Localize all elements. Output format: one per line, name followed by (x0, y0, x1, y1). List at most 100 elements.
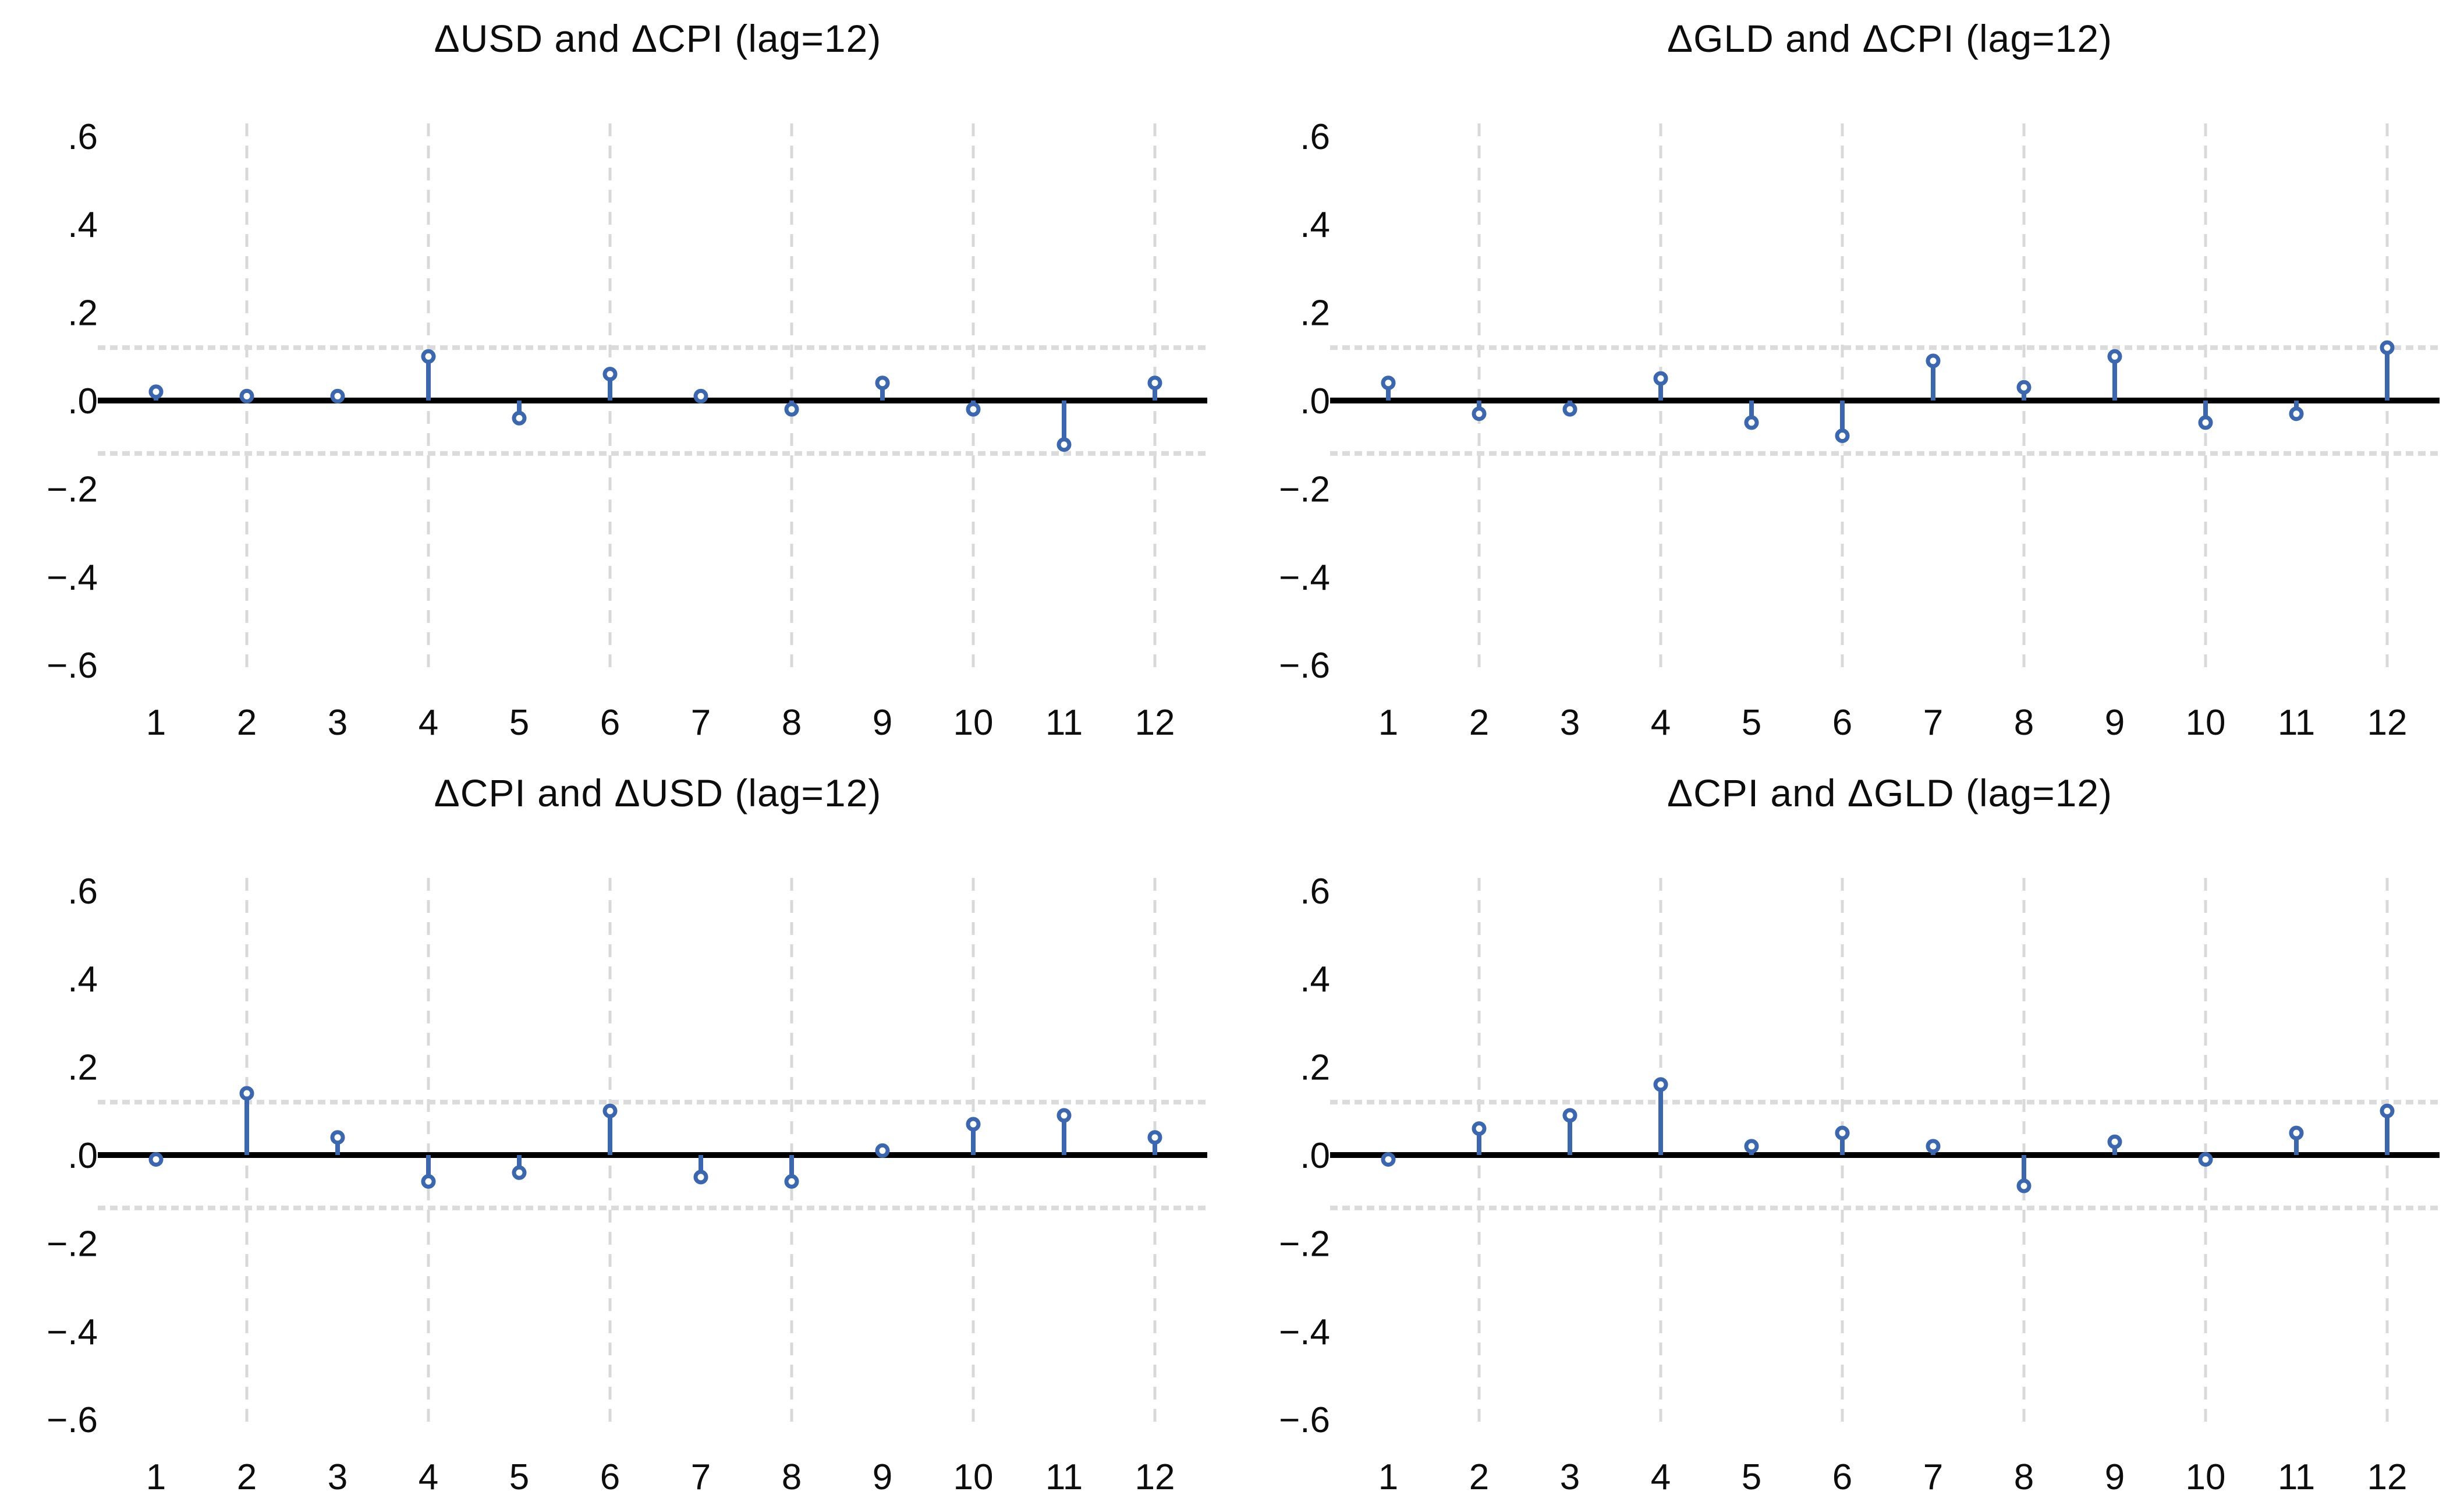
data-point-circle (1381, 376, 1395, 391)
data-point-circle (421, 349, 436, 364)
x-tick-label: 2 (1469, 1457, 1488, 1497)
x-tick-label: 10 (953, 1457, 994, 1497)
y-tick-label: .6 (1300, 872, 1330, 912)
data-point-circle (2016, 1178, 2031, 1193)
x-tick-label: 10 (2185, 703, 2225, 743)
data-point-circle (784, 402, 799, 417)
y-tick-label: −.2 (1279, 469, 1330, 509)
x-tick-label: 3 (328, 1457, 348, 1497)
y-tick-label: .4 (1300, 959, 1330, 1000)
x-tick-label: 7 (691, 703, 711, 743)
data-point-circle (1744, 415, 1759, 430)
x-tick-label: 4 (1650, 703, 1670, 743)
x-tick-label: 10 (2185, 1457, 2225, 1497)
x-tick-label: 1 (1378, 1457, 1398, 1497)
x-tick-label: 3 (1559, 1457, 1579, 1497)
chart-title: ΔCPI and ΔUSD (lag=12) (434, 771, 882, 814)
chart-title: ΔUSD and ΔCPI (lag=12) (434, 17, 882, 60)
x-tick-label: 9 (873, 703, 892, 743)
y-tick-label: −.2 (47, 469, 98, 509)
x-tick-label: 5 (1741, 703, 1761, 743)
y-tick-label: .0 (68, 1136, 98, 1176)
y-tick-label: .6 (68, 117, 98, 157)
data-point-circle (602, 367, 618, 382)
x-tick-label: 5 (1741, 1457, 1761, 1497)
data-point-circle (2289, 1125, 2303, 1140)
x-tick-label: 11 (2277, 1457, 2314, 1497)
y-tick-label: .2 (68, 1048, 98, 1088)
y-tick-label: .0 (68, 381, 98, 421)
y-tick-label: −.4 (1279, 1312, 1330, 1352)
data-point-circle (2016, 380, 2031, 395)
dusd-dcpi-plot: .6.4.2.0−.2−.4−.61 2 3 4 5 6 7 8 9 10 11 12 (47, 117, 1207, 743)
y-tick-label: −.2 (1279, 1224, 1330, 1264)
y-tick-label: −.6 (1279, 646, 1330, 686)
data-point-circle (2198, 415, 2213, 430)
data-point-circle (784, 1174, 799, 1189)
data-point-circle (239, 388, 254, 403)
data-point-circle (1653, 1077, 1668, 1092)
data-point-circle (1381, 1152, 1395, 1167)
data-point-circle (2380, 1103, 2394, 1118)
data-point-circle (148, 384, 164, 399)
chart-title: ΔGLD and ΔCPI (lag=12) (1667, 17, 2112, 60)
data-point-circle (966, 1117, 981, 1132)
x-tick-label: 12 (2367, 703, 2407, 743)
y-tick-label: −.4 (47, 1312, 98, 1352)
x-tick-label: 3 (328, 703, 348, 743)
data-point-circle (148, 1152, 164, 1167)
data-point-circle (875, 1143, 890, 1158)
data-point-circle (875, 376, 890, 391)
x-tick-label: 6 (600, 703, 620, 743)
x-tick-label: 4 (419, 1457, 438, 1497)
data-point-circle (1562, 1108, 1577, 1123)
x-tick-label: 12 (2367, 1457, 2407, 1497)
data-point-circle (1835, 428, 1849, 444)
dcpi-dusd-plot: .6.4.2.0−.2−.4−.61 2 3 4 5 6 7 8 9 10 11 12 (47, 872, 1207, 1497)
x-tick-label: 7 (1923, 703, 1942, 743)
chart-dcpi-dgld: ΔCPI and ΔGLD (lag=12) .6 .4 .2 .0 −.2 −.4 −.6… (1232, 754, 2464, 1509)
y-tick-label: .6 (1300, 117, 1330, 157)
data-point-circle (512, 1165, 527, 1180)
x-tick-label: 5 (509, 1457, 529, 1497)
data-point-circle (1056, 1108, 1072, 1123)
x-tick-label: 8 (782, 703, 802, 743)
x-tick-label: 4 (1650, 1457, 1670, 1497)
y-tick-label: −.4 (1279, 558, 1330, 598)
x-tick-label: 5 (509, 703, 529, 743)
y-tick-label: .2 (1300, 1048, 1330, 1088)
x-tick-label: 9 (2104, 703, 2124, 743)
y-tick-label: .2 (1300, 293, 1330, 334)
chart-title: ΔCPI and ΔGLD (lag=12) (1667, 771, 2112, 814)
data-point-circle (1562, 402, 1577, 417)
y-tick-label: .2 (68, 293, 98, 334)
data-point-circle (1472, 406, 1486, 421)
y-tick-label: .4 (68, 205, 98, 245)
x-tick-label: 12 (1135, 1457, 1175, 1497)
data-point-circle (2289, 406, 2303, 421)
y-tick-label: −.4 (47, 558, 98, 598)
data-point-circle (2198, 1152, 2213, 1167)
y-tick-label: −.2 (47, 1224, 98, 1264)
chart-dcpi-dusd: ΔCPI and ΔUSD (lag=12) .6 .4 .2 .0 −.2 −.4 −.6… (0, 754, 1232, 1509)
data-point-circle (1926, 1139, 1940, 1154)
y-tick-label: .0 (1300, 381, 1330, 421)
x-tick-label: 9 (873, 1457, 892, 1497)
y-tick-label: −.6 (1279, 1400, 1330, 1440)
y-tick-label: −.6 (47, 1400, 98, 1440)
data-point-circle (512, 410, 527, 426)
y-tick-label: .4 (1300, 205, 1330, 245)
data-point-circle (1147, 376, 1162, 391)
data-point-circle (1653, 371, 1668, 386)
x-tick-label: 1 (146, 703, 166, 743)
data-point-circle (2107, 1134, 2122, 1149)
data-point-circle (1926, 353, 1940, 369)
x-tick-label: 11 (1045, 703, 1083, 743)
x-tick-label: 7 (691, 1457, 711, 1497)
x-tick-label: 10 (953, 703, 994, 743)
dcpi-dgld-plot: .6.4.2.0−.2−.4−.61 2 3 4 5 6 7 8 9 10 11 12 (1279, 872, 2440, 1497)
x-tick-label: 9 (2104, 1457, 2124, 1497)
x-tick-label: 12 (1135, 703, 1175, 743)
data-point-circle (1472, 1121, 1486, 1136)
